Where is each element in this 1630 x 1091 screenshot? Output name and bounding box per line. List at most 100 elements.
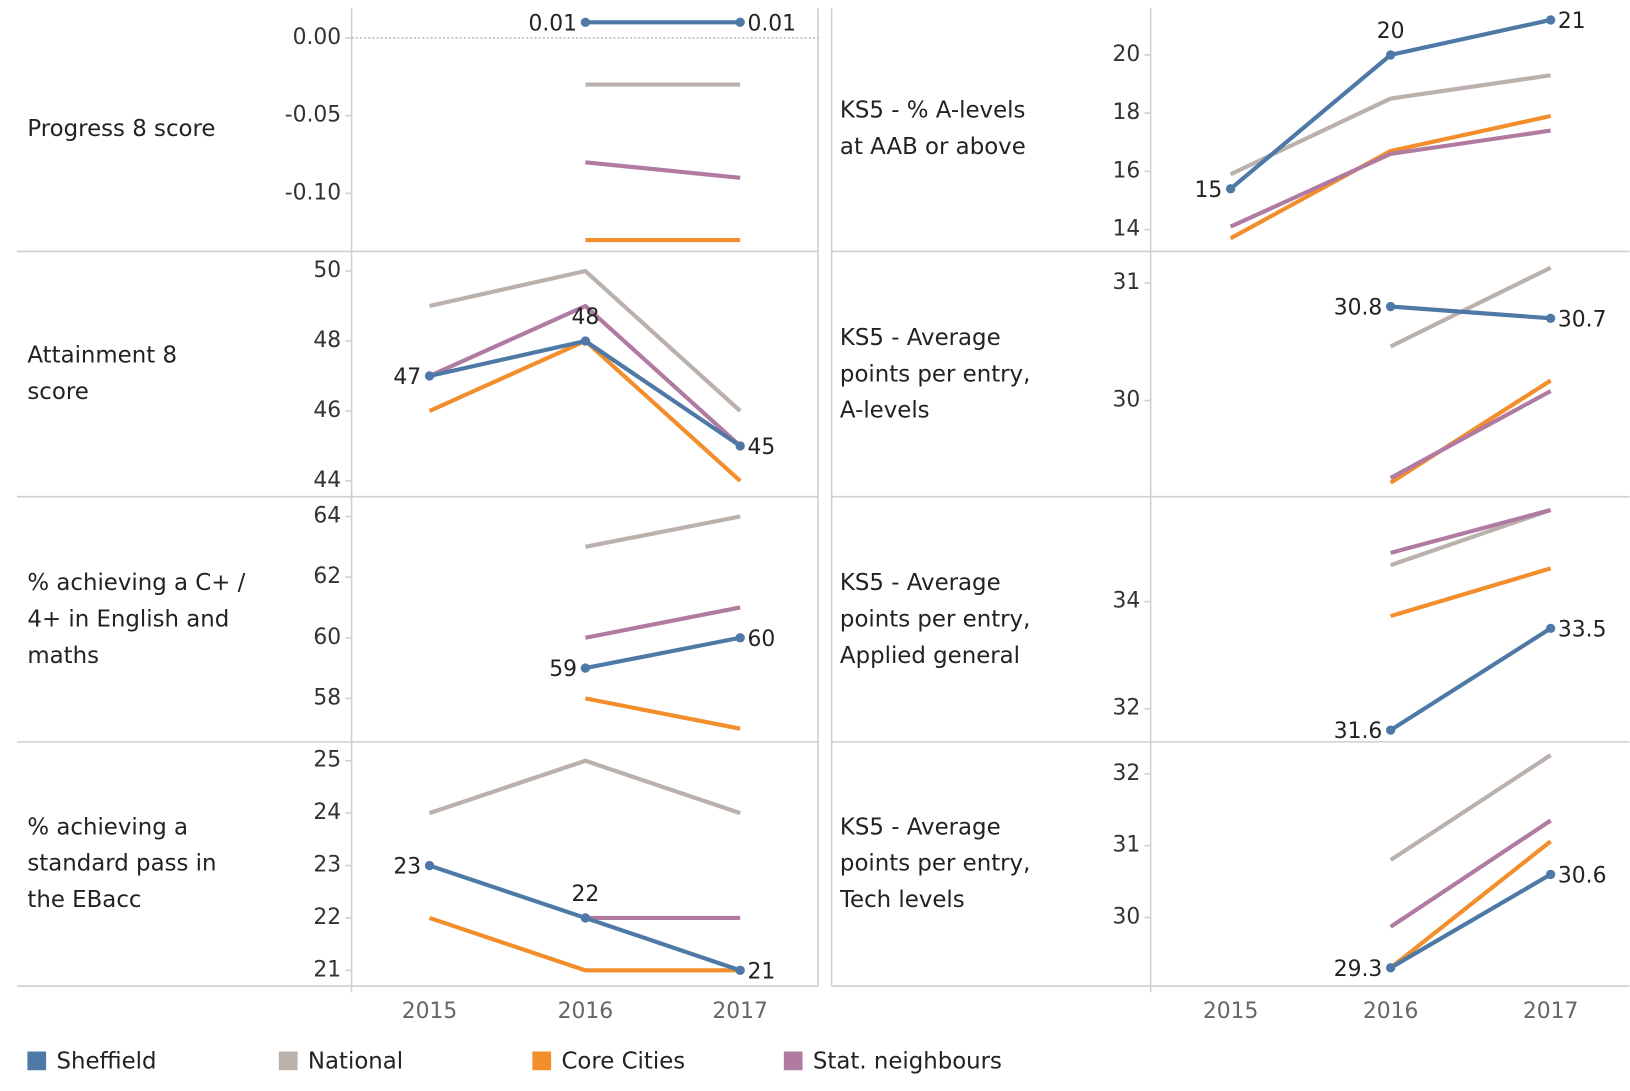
point (735, 633, 745, 643)
row-title: KS5 - Average points per entry, A-levels (839, 324, 1031, 424)
y-tick-label: 58 (313, 685, 341, 710)
point (580, 663, 591, 673)
y-tick-label: 46 (313, 398, 341, 423)
series-line (1389, 872, 1552, 970)
series-line (1390, 304, 1551, 321)
y-tick-label: -0.05 (285, 103, 341, 128)
point (735, 965, 745, 976)
series-line (428, 758, 741, 816)
data-label: 15 (1195, 178, 1223, 203)
series-line (428, 338, 742, 483)
y-tick-label: 14 (1112, 217, 1140, 242)
data-label: 20 (1377, 19, 1405, 44)
data-label: 30.7 (1558, 307, 1607, 332)
x-tick-label: 2017 (1523, 999, 1579, 1024)
series-line (1389, 626, 1552, 732)
row-title: Progress 8 score (27, 115, 216, 142)
y-tick-label: 30 (1112, 387, 1140, 412)
point (1385, 301, 1396, 312)
series-line (584, 696, 741, 731)
y-tick-label: 44 (313, 468, 341, 493)
y-tick-label: 48 (313, 328, 341, 353)
series-line (1389, 818, 1552, 929)
y-tick-label: 31 (1112, 833, 1140, 858)
series-line (1229, 73, 1551, 177)
row-title-text: KS5 - Average points per entry, A-levels (839, 324, 1031, 424)
series-line (1229, 114, 1552, 241)
y-tick-label: 0.00 (293, 25, 342, 50)
point (1545, 623, 1556, 634)
point (1385, 963, 1396, 973)
point (424, 371, 435, 381)
y-tick-label: 62 (313, 564, 341, 589)
legend-label: Stat. neighbours (813, 1048, 1002, 1074)
row-title: Attainment 8 score (27, 342, 178, 406)
data-label: 22 (571, 882, 599, 907)
row-title-text: KS5 - Average points per entry, Tech lev… (839, 814, 1031, 914)
y-tick-label: 64 (313, 503, 341, 528)
x-tick-label: 2017 (712, 999, 768, 1024)
legend-swatch (532, 1051, 552, 1071)
y-tick-label: 21 (313, 957, 341, 982)
row-title-text: KS5 - % A-levels at AAB or above (839, 97, 1026, 161)
point (424, 860, 435, 871)
row-title: % achieving a C+ / 4+ in English and mat… (27, 570, 245, 669)
y-tick-label: 25 (313, 748, 341, 773)
data-label: 59 (549, 657, 577, 682)
point (1545, 313, 1556, 323)
row-title-text: % achieving a standard pass in the EBacc (27, 814, 217, 914)
series-line (1389, 389, 1552, 480)
data-label: 33.5 (1558, 617, 1607, 642)
frame (17, 8, 1630, 993)
row-title: KS5 - Average points per entry, Applied … (839, 569, 1031, 669)
series-line (1389, 378, 1552, 485)
data-label: 48 (571, 305, 599, 330)
point (1225, 184, 1236, 194)
y-tick-label: 23 (313, 853, 341, 878)
data-label: 23 (393, 855, 421, 880)
x-tick-label: 2016 (558, 999, 614, 1024)
series-line (584, 605, 741, 640)
x-tick-label: 2016 (1363, 999, 1419, 1024)
data-label: 31.6 (1334, 719, 1383, 744)
point (1545, 869, 1556, 880)
point (1545, 15, 1556, 25)
series-line (1389, 839, 1552, 970)
series-line (429, 268, 742, 413)
row-title: KS5 - Average points per entry, Tech lev… (839, 814, 1031, 914)
series-line (428, 303, 742, 448)
y-tick-label: 20 (1112, 42, 1140, 67)
series-line (585, 160, 741, 180)
series-line (428, 915, 741, 973)
y-tick-label: 32 (1112, 696, 1140, 721)
series-line (1390, 508, 1552, 555)
row-title: KS5 - % A-levels at AAB or above (839, 97, 1026, 161)
legend-swatch (278, 1051, 298, 1071)
legend-swatch (783, 1051, 803, 1071)
data-label: 47 (393, 365, 421, 390)
y-tick-label: 30 (1112, 904, 1140, 929)
series-line (1389, 753, 1552, 862)
row-title-text: KS5 - Average points per entry, Applied … (839, 569, 1031, 669)
data-label: 30.8 (1334, 296, 1383, 321)
y-tick-label: 60 (313, 625, 341, 650)
legend-swatch (27, 1051, 47, 1071)
y-tick-label: 16 (1112, 158, 1140, 183)
point (580, 17, 591, 27)
data-label: 45 (747, 435, 775, 460)
series-line (1229, 17, 1552, 191)
series-line (1389, 265, 1552, 349)
point (580, 336, 591, 346)
row-title-text: Progress 8 score (27, 115, 216, 142)
series-line (584, 514, 741, 549)
data-label: 21 (1558, 9, 1586, 34)
y-tick-label: 22 (313, 905, 341, 930)
y-tick-label: 31 (1112, 270, 1140, 295)
x-tick-label: 2015 (402, 999, 458, 1024)
point (580, 913, 591, 923)
y-tick-label: 50 (313, 258, 341, 283)
row-title-text: Attainment 8 score (27, 342, 178, 406)
y-tick-label: 24 (313, 800, 341, 825)
